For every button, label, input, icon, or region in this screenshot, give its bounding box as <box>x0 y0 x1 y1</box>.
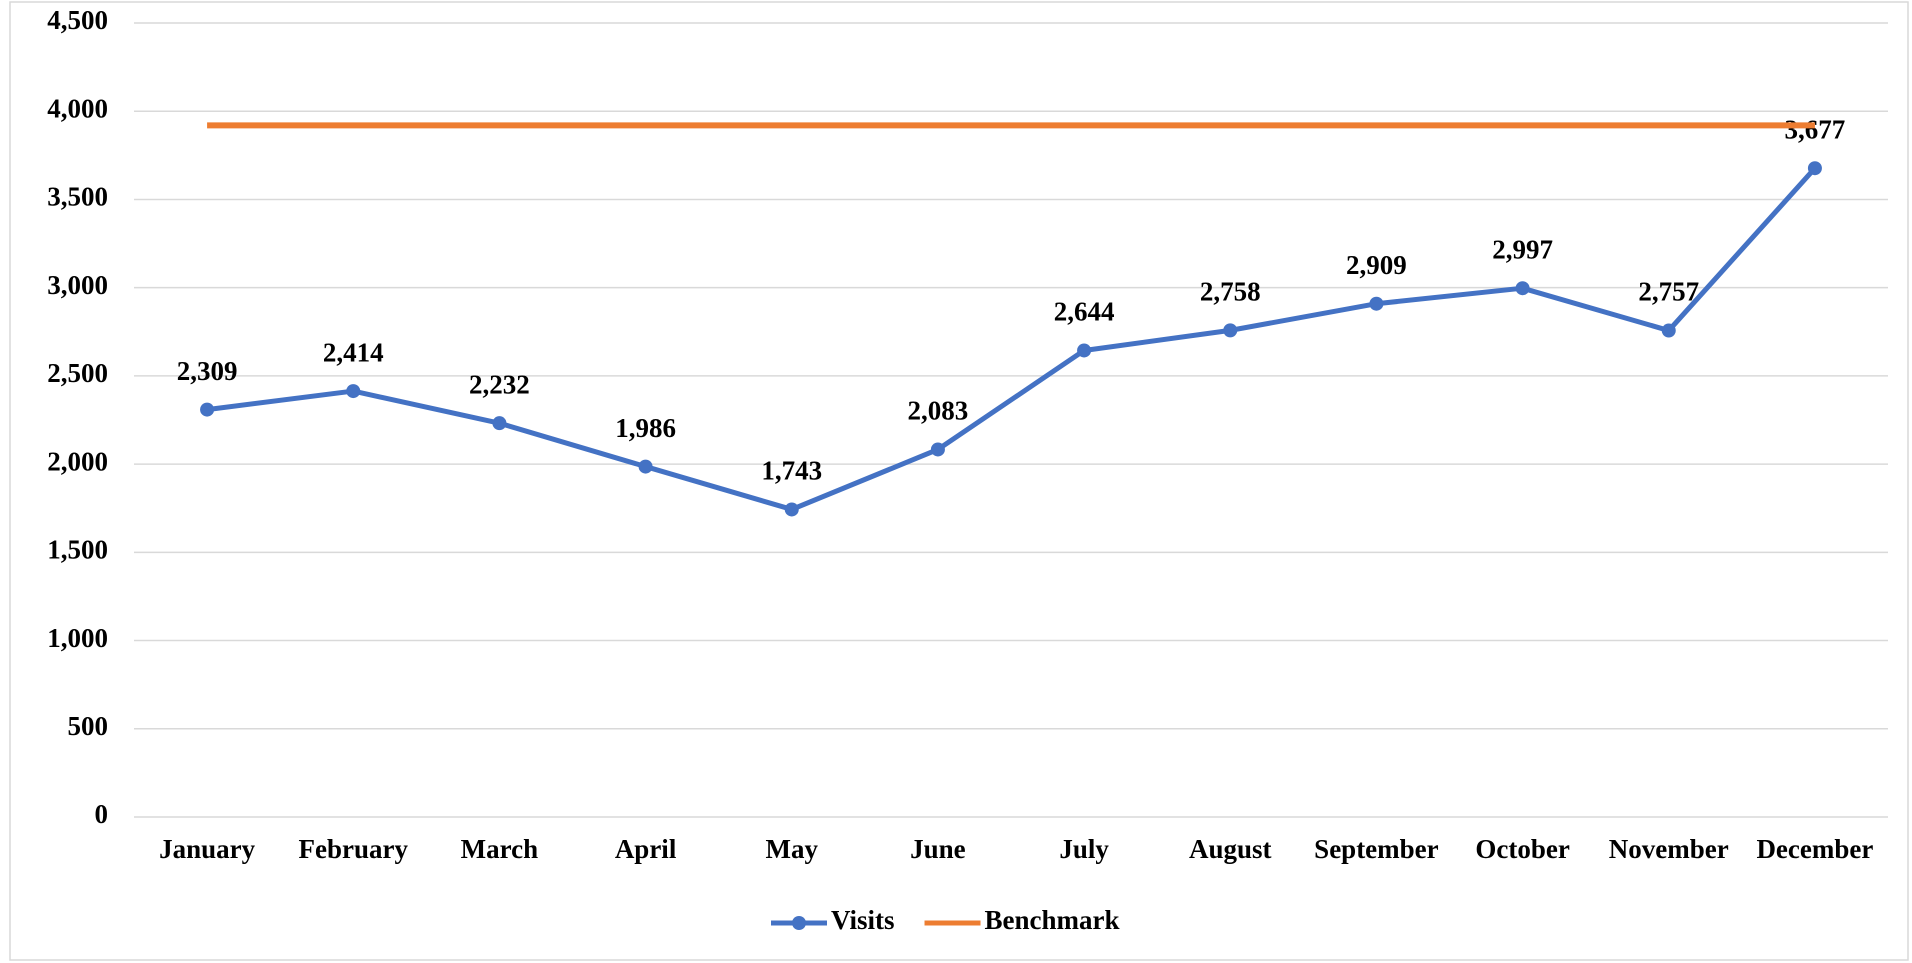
point <box>492 416 507 431</box>
point <box>784 502 799 517</box>
legend-label: Benchmark <box>985 905 1120 935</box>
x-tick-label: March <box>461 834 538 864</box>
point <box>346 384 361 399</box>
legend-marker <box>792 916 806 930</box>
x-tick-label: September <box>1314 834 1438 864</box>
point <box>1807 161 1822 176</box>
point <box>200 402 215 417</box>
x-tick-label: June <box>910 834 966 864</box>
data-label: 2,758 <box>1200 277 1261 307</box>
y-tick-label: 4,500 <box>47 5 108 35</box>
y-tick-label: 2,500 <box>47 358 108 388</box>
point <box>1661 323 1676 338</box>
data-label: 1,986 <box>615 413 676 443</box>
point <box>1515 281 1530 296</box>
y-tick-label: 500 <box>68 711 109 741</box>
point <box>930 442 945 457</box>
legend-label: Visits <box>831 905 895 935</box>
series-line <box>206 166 1817 512</box>
point <box>1369 296 1384 311</box>
data-label: 2,309 <box>177 356 238 386</box>
data-label: 2,909 <box>1346 250 1407 280</box>
x-tick-label: November <box>1609 834 1729 864</box>
y-tick-label: 2,000 <box>47 446 108 476</box>
point <box>638 459 653 474</box>
x-tick-label: October <box>1475 834 1569 864</box>
x-tick-label: February <box>299 834 409 864</box>
data-label: 2,997 <box>1492 234 1553 264</box>
data-label: 2,232 <box>469 369 530 399</box>
x-tick-label: July <box>1059 834 1109 864</box>
y-tick-label: 3,500 <box>47 182 108 212</box>
y-tick-label: 1,500 <box>47 535 108 565</box>
point <box>1077 343 1092 358</box>
data-label: 2,757 <box>1638 277 1699 307</box>
chart-border <box>9 1 1909 961</box>
point <box>1223 323 1238 338</box>
y-tick-label: 4,000 <box>47 93 108 123</box>
data-label: 2,083 <box>908 396 969 426</box>
x-tick-label: May <box>766 834 819 864</box>
data-label: 2,414 <box>323 337 384 367</box>
y-tick-label: 0 <box>95 799 109 829</box>
x-tick-label: April <box>615 834 677 864</box>
x-tick-label: August <box>1189 834 1272 864</box>
data-label: 3,677 <box>1785 114 1846 144</box>
data-label: 2,644 <box>1054 297 1115 327</box>
x-tick-label: December <box>1756 834 1873 864</box>
y-tick-label: 1,000 <box>47 623 108 653</box>
y-tick-label: 3,000 <box>47 270 108 300</box>
data-label: 1,743 <box>761 456 822 486</box>
x-tick-label: January <box>159 834 256 864</box>
